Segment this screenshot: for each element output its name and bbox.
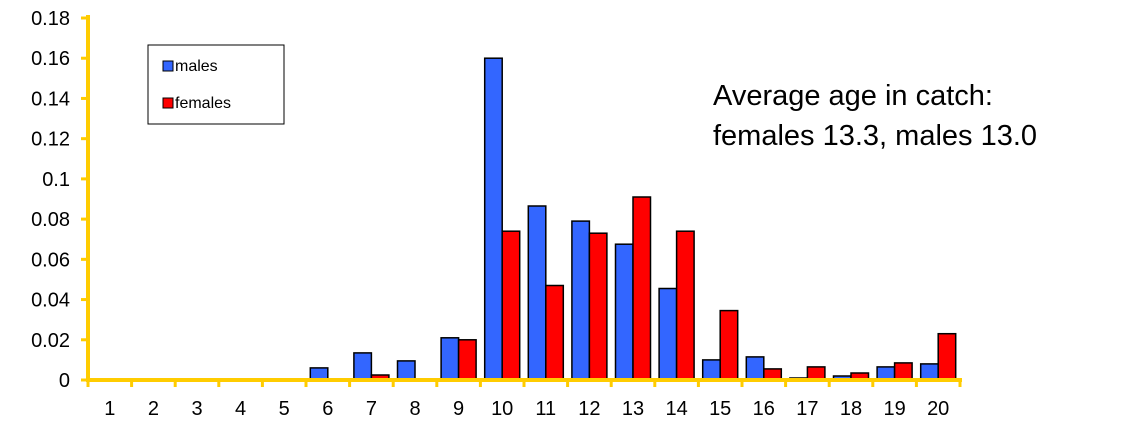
bar-males-14 — [658, 287, 678, 381]
bar-males-9 — [440, 337, 460, 381]
bar-males-7 — [353, 352, 373, 381]
annotation-line-2: females 13.3, males 13.0 — [713, 120, 1037, 152]
x-tick-label: 8 — [409, 398, 420, 420]
bar-males-11 — [527, 205, 547, 381]
y-tick-label: 0.16 — [31, 48, 70, 70]
y-tick-label: 0.18 — [31, 8, 70, 30]
bar-females-14 — [675, 230, 695, 381]
x-tick-label: 13 — [622, 398, 644, 420]
x-tick-label: 3 — [191, 398, 202, 420]
legend-swatch-males — [162, 60, 174, 72]
x-tick-label: 14 — [665, 398, 687, 420]
y-tick-label: 0.12 — [31, 129, 70, 151]
x-tick-label: 20 — [927, 398, 949, 420]
bars-group — [309, 57, 957, 381]
legend-box — [147, 44, 285, 125]
bar-females-11 — [545, 284, 565, 381]
x-tick-label: 12 — [578, 398, 600, 420]
x-tick-label: 2 — [148, 398, 159, 420]
bar-females-19 — [893, 362, 913, 381]
y-tick-label: 0.08 — [31, 209, 70, 231]
x-tick-label: 7 — [366, 398, 377, 420]
bar-females-10 — [501, 230, 521, 381]
y-tick-labels: 0 0.02 0.04 0.06 0.08 0.1 0.12 0.14 0.16 0.18 — [31, 8, 70, 392]
x-tick-label: 16 — [753, 398, 775, 420]
x-tick-label: 9 — [453, 398, 464, 420]
x-tick-label: 17 — [796, 398, 818, 420]
bar-females-9 — [457, 339, 477, 381]
axes-group — [81, 15, 962, 387]
bar-males-20 — [919, 363, 939, 381]
y-tick-label: 0.1 — [42, 169, 70, 191]
legend-label-males: males — [175, 58, 218, 75]
bar-females-15 — [719, 309, 739, 381]
bar-females-20 — [937, 332, 957, 381]
x-tick-label: 6 — [322, 398, 333, 420]
bar-males-12 — [571, 220, 591, 381]
bar-males-16 — [745, 356, 765, 381]
bar-males-15 — [701, 359, 721, 381]
x-tick-label: 11 — [535, 398, 556, 420]
legend-swatch-females — [162, 97, 174, 109]
y-tick-label: 0.04 — [31, 290, 70, 312]
bar-males-13 — [614, 243, 634, 381]
y-tick-label: 0.06 — [31, 249, 70, 271]
bar-males-8 — [396, 360, 416, 381]
legend: males females — [147, 44, 285, 125]
bar-females-12 — [588, 232, 608, 381]
annotation-line-1: Average age in catch: — [713, 80, 993, 112]
x-tick-label: 1 — [104, 398, 115, 420]
x-tick-label: 10 — [491, 398, 513, 420]
bar-males-10 — [483, 57, 503, 381]
x-tick-labels: 1 2 3 4 5 6 7 8 9 10 11 12 13 14 15 16 17 18 19 20 — [104, 398, 949, 420]
x-tick-label: 18 — [840, 398, 862, 420]
y-tick-label: 0 — [59, 370, 70, 392]
x-tick-label: 5 — [279, 398, 290, 420]
y-tick-label: 0.14 — [31, 88, 70, 110]
bar-females-13 — [632, 196, 652, 381]
x-tick-label: 15 — [709, 398, 731, 420]
y-tick-label: 0.02 — [31, 330, 70, 352]
legend-label-females: females — [175, 95, 231, 112]
x-tick-label: 19 — [883, 398, 905, 420]
x-tick-label: 4 — [235, 398, 246, 420]
